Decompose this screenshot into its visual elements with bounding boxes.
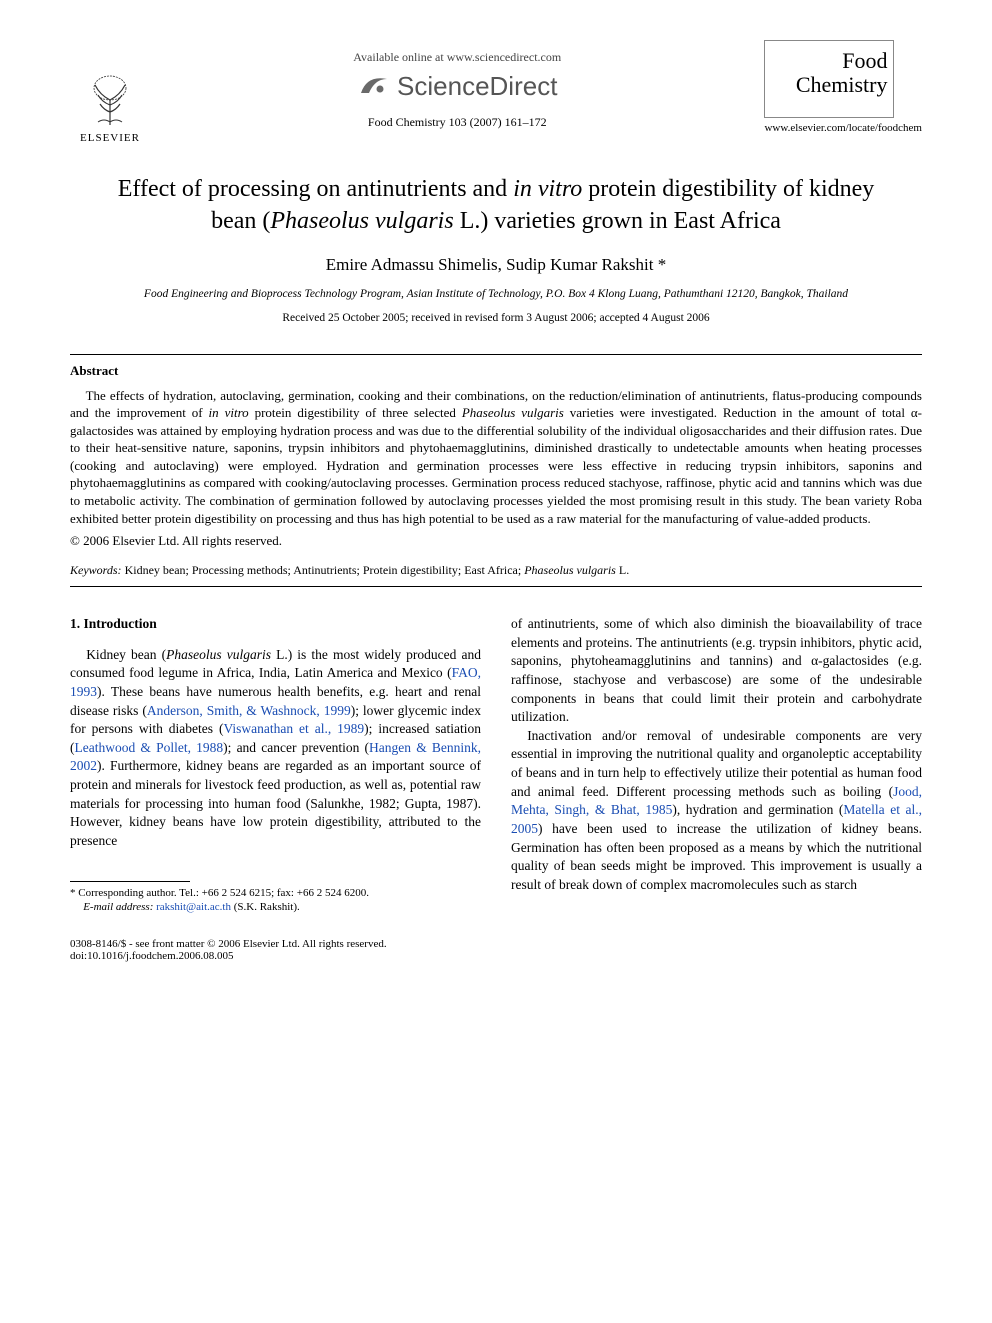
keywords-text: Kidney bean; Processing methods; Antinut…: [122, 563, 525, 577]
rule-top: [70, 354, 922, 355]
header-row: ELSEVIER Available online at www.science…: [70, 40, 922, 154]
article-dates: Received 25 October 2005; received in re…: [70, 312, 922, 324]
title-italic: in vitro: [513, 176, 582, 202]
footer-left: 0308-8146/$ - see front matter © 2006 El…: [70, 938, 387, 962]
elsevier-tree-icon: [80, 70, 140, 130]
footnote-rule: [70, 881, 190, 882]
citation-link[interactable]: Anderson, Smith, & Washnock, 1999: [147, 703, 351, 718]
footnote-email-link[interactable]: rakshit@ait.ac.th: [153, 901, 233, 913]
footnote-email-tail: (S.K. Rakshit).: [234, 901, 300, 913]
sciencedirect-logo: ScienceDirect: [150, 69, 764, 103]
left-column: 1. Introduction Kidney bean (Phaseolus v…: [70, 615, 481, 914]
body-paragraph: Inactivation and/or removal of undesirab…: [511, 727, 922, 895]
copyright: © 2006 Elsevier Ltd. All rights reserved…: [70, 533, 922, 549]
abstract-italic: Phaseolus vulgaris: [462, 405, 564, 420]
footnote-corresponding: Corresponding author. Tel.: +66 2 524 62…: [76, 887, 369, 899]
keywords: Keywords: Kidney bean; Processing method…: [70, 563, 922, 578]
body-paragraph: Kidney bean (Phaseolus vulgaris L.) is t…: [70, 646, 481, 851]
abstract-body: The effects of hydration, autoclaving, g…: [70, 387, 922, 527]
journal-box: Food Chemistry: [764, 40, 894, 118]
body-text: ), hydration and germination (: [672, 802, 843, 817]
footer: 0308-8146/$ - see front matter © 2006 El…: [70, 938, 922, 962]
citation-link[interactable]: Leathwood & Pollet, 1988: [75, 740, 224, 755]
footer-doi: doi:10.1016/j.foodchem.2006.08.005: [70, 950, 387, 962]
body-paragraph: of antinutrients, some of which also dim…: [511, 615, 922, 727]
rule-bottom: [70, 586, 922, 587]
sciencedirect-text: ScienceDirect: [397, 71, 557, 102]
body-text: Kidney bean (: [86, 647, 166, 662]
section-heading: 1. Introduction: [70, 615, 481, 634]
elsevier-logo-block: ELSEVIER: [70, 40, 150, 144]
right-column: of antinutrients, some of which also dim…: [511, 615, 922, 914]
footer-copyright: 0308-8146/$ - see front matter © 2006 El…: [70, 938, 387, 950]
authors: Emire Admassu Shimelis, Sudip Kumar Raks…: [70, 255, 922, 275]
body-text: ); and cancer prevention (: [223, 740, 369, 755]
journal-box-line1: Food: [771, 49, 887, 73]
sciencedirect-swoosh-icon: [357, 69, 391, 103]
journal-box-wrapper: Food Chemistry www.elsevier.com/locate/f…: [764, 40, 922, 154]
journal-url: www.elsevier.com/locate/foodchem: [764, 122, 922, 134]
article-title: Effect of processing on antinutrients an…: [100, 174, 892, 236]
keywords-italic: Phaseolus vulgaris: [524, 563, 616, 577]
title-part: Effect of processing on antinutrients an…: [118, 176, 513, 202]
footnote: * Corresponding author. Tel.: +66 2 524 …: [70, 886, 481, 915]
keywords-tail: L.: [616, 563, 629, 577]
journal-box-line2: Chemistry: [771, 73, 887, 97]
body-text: Inactivation and/or removal of undesirab…: [511, 728, 922, 799]
abstract-text: varieties were investigated. Reduction i…: [70, 405, 922, 525]
body-text: of antinutrients, some of which also dim…: [511, 616, 922, 724]
elsevier-label: ELSEVIER: [80, 132, 140, 144]
abstract-italic: in vitro: [209, 405, 249, 420]
keywords-label: Keywords:: [70, 563, 122, 577]
body-text: ) have been used to increase the utiliza…: [511, 821, 922, 892]
journal-reference: Food Chemistry 103 (2007) 161–172: [150, 115, 764, 130]
available-online-text: Available online at www.sciencedirect.co…: [150, 50, 764, 65]
affiliation: Food Engineering and Bioprocess Technolo…: [70, 287, 922, 302]
center-header: Available online at www.sciencedirect.co…: [150, 40, 764, 130]
body-columns: 1. Introduction Kidney bean (Phaseolus v…: [70, 615, 922, 914]
abstract-heading: Abstract: [70, 363, 922, 379]
citation-link[interactable]: Viswanathan et al., 1989: [223, 721, 364, 736]
title-italic: Phaseolus vulgaris: [270, 208, 453, 234]
title-part: L.) varieties grown in East Africa: [454, 208, 781, 234]
abstract-text: protein digestibility of three selected: [249, 405, 462, 420]
body-text: ). Furthermore, kidney beans are regarde…: [70, 758, 481, 848]
footnote-email-label: E-mail address:: [83, 901, 153, 913]
body-italic: Phaseolus vulgaris: [166, 647, 271, 662]
